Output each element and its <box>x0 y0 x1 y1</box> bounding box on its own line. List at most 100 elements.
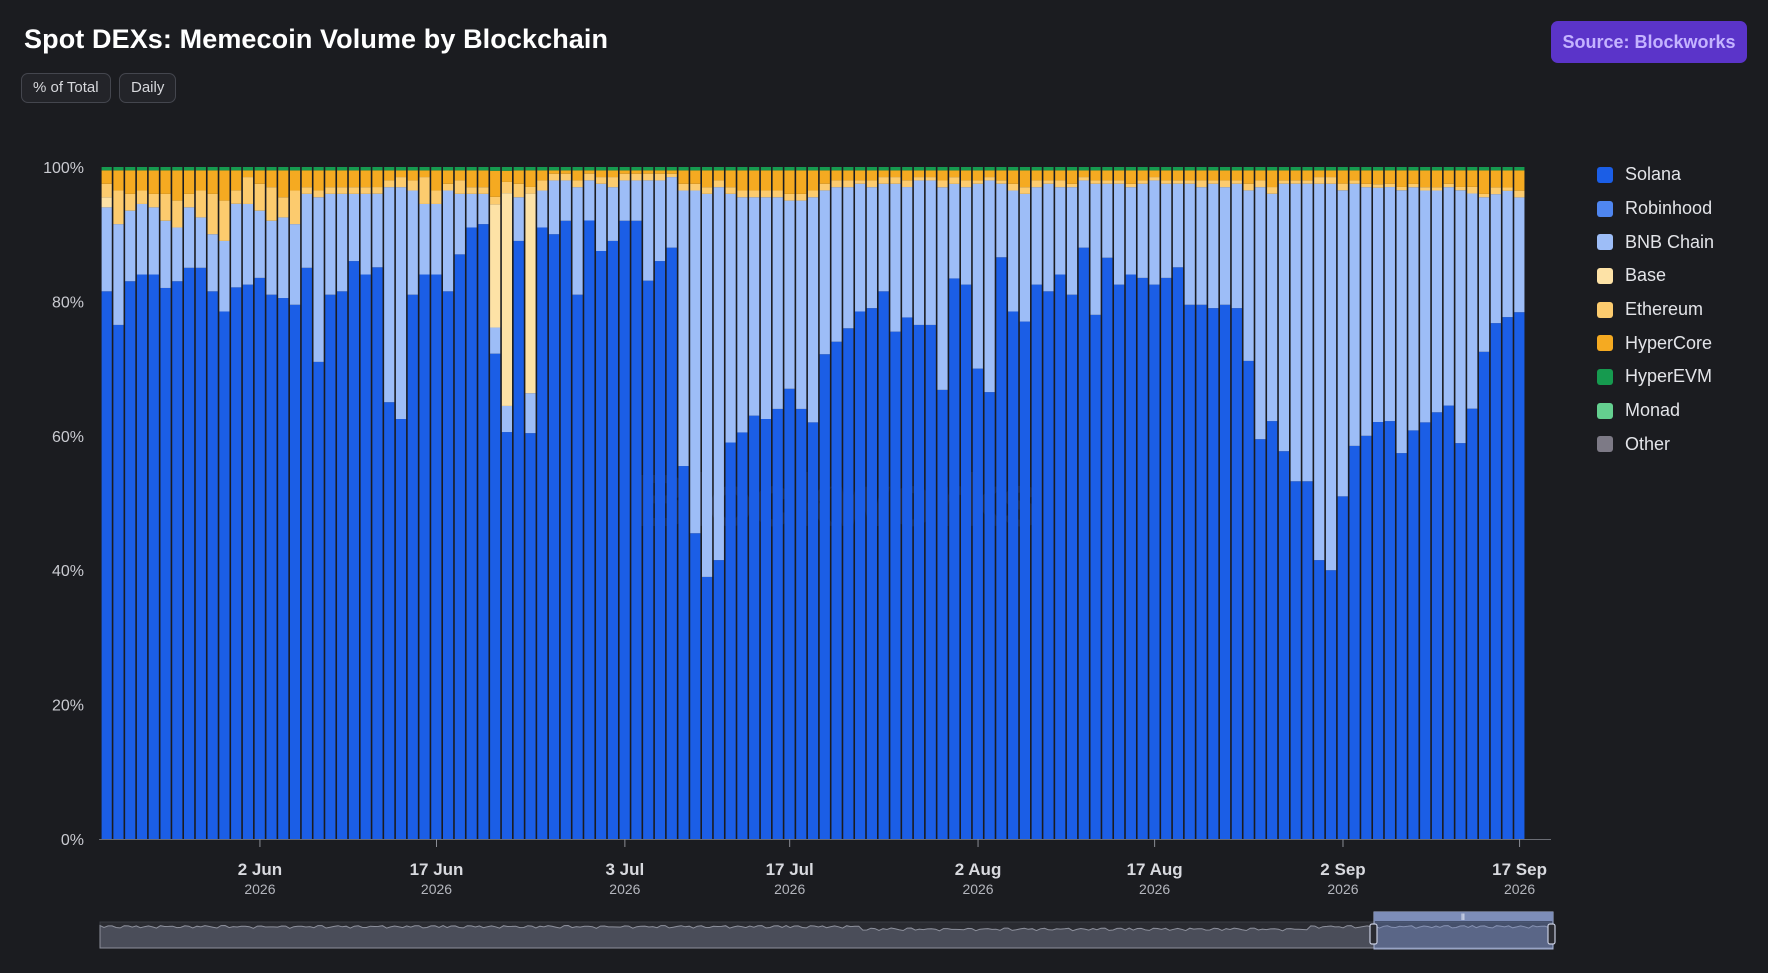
bar-segment-hyperevm[interactable] <box>1478 167 1490 171</box>
bar-segment-base[interactable] <box>501 193 513 406</box>
bar-segment-ethereum[interactable] <box>1031 180 1042 188</box>
bar-segment-solana[interactable] <box>537 227 548 840</box>
bar-segment-solana[interactable] <box>384 402 395 839</box>
bar-segment-ethereum[interactable] <box>242 177 254 204</box>
bar-segment-bnb-chain[interactable] <box>1219 187 1231 305</box>
bar-segment-solana[interactable] <box>1019 321 1031 839</box>
bar-segment-solana[interactable] <box>666 247 677 839</box>
bar-segment-bnb-chain[interactable] <box>690 190 701 534</box>
bar-segment-hypercore[interactable] <box>1467 170 1478 187</box>
bar-segment-ethereum[interactable] <box>1302 180 1313 184</box>
bar-segment-solana[interactable] <box>749 415 760 839</box>
bar-segment-bnb-chain[interactable] <box>348 193 359 262</box>
bar-segment-bnb-chain[interactable] <box>784 200 795 389</box>
bar-segment-hypercore[interactable] <box>1502 170 1513 188</box>
bar-segment-ethereum[interactable] <box>301 187 312 194</box>
bar-segment-bnb-chain[interactable] <box>360 193 371 275</box>
bar-segment-solana[interactable] <box>984 392 995 839</box>
bar-segment-bnb-chain[interactable] <box>1290 183 1301 482</box>
bar-segment-hypercore[interactable] <box>172 170 183 201</box>
bar-segment-hyperevm[interactable] <box>136 167 148 171</box>
bar-segment-ethereum[interactable] <box>360 187 371 194</box>
bar-segment-bnb-chain[interactable] <box>890 183 901 332</box>
bar-segment-hypercore[interactable] <box>160 170 171 194</box>
bar-segment-solana[interactable] <box>1267 421 1278 839</box>
bar-segment-ethereum[interactable] <box>596 177 607 184</box>
bar-segment-hyperevm[interactable] <box>631 167 642 171</box>
bar-segment-ethereum[interactable] <box>1055 180 1066 188</box>
bar-segment-bnb-chain[interactable] <box>1396 190 1407 454</box>
bar-segment-base[interactable] <box>525 193 536 394</box>
bar-segment-bnb-chain[interactable] <box>1302 183 1313 482</box>
bar-segment-hypercore[interactable] <box>454 170 465 181</box>
bar-segment-hypercore[interactable] <box>125 170 136 194</box>
bar-segment-hypercore[interactable] <box>407 170 418 181</box>
bar-segment-hypercore[interactable] <box>231 170 242 191</box>
bar-segment-ethereum[interactable] <box>1431 187 1443 191</box>
bar-segment-hypercore[interactable] <box>395 170 407 178</box>
bar-segment-hyperevm[interactable] <box>231 167 242 171</box>
bar-segment-bnb-chain[interactable] <box>384 187 395 403</box>
bar-segment-ethereum[interactable] <box>1008 183 1019 191</box>
bar-segment-hyperevm[interactable] <box>1302 167 1313 171</box>
bar-segment-ethereum[interactable] <box>560 173 571 181</box>
bar-segment-ethereum[interactable] <box>678 183 689 191</box>
bar-segment-hyperevm[interactable] <box>572 167 583 171</box>
bar-segment-hyperevm[interactable] <box>348 167 359 171</box>
bar-segment-bnb-chain[interactable] <box>960 187 972 285</box>
bar-segment-solana[interactable] <box>760 419 772 839</box>
bar-segment-hyperevm[interactable] <box>902 167 913 171</box>
bar-segment-ethereum[interactable] <box>395 177 407 188</box>
bar-segment-ethereum[interactable] <box>902 180 913 188</box>
bar-segment-hyperevm[interactable] <box>1384 167 1395 171</box>
bar-segment-hypercore[interactable] <box>1102 170 1113 181</box>
legend-item-solana[interactable]: Solana <box>1597 158 1714 192</box>
bar-segment-hypercore[interactable] <box>725 170 736 188</box>
bar-segment-solana[interactable] <box>1255 439 1266 839</box>
bar-segment-bnb-chain[interactable] <box>242 203 254 285</box>
bar-segment-ethereum[interactable] <box>1467 186 1478 194</box>
bar-segment-solana[interactable] <box>1408 430 1419 839</box>
bar-segment-hypercore[interactable] <box>1314 170 1325 178</box>
bar-segment-hypercore[interactable] <box>1125 170 1136 184</box>
bar-segment-bnb-chain[interactable] <box>207 234 218 292</box>
bar-segment-bnb-chain[interactable] <box>325 193 336 295</box>
bar-segment-hypercore[interactable] <box>807 170 819 191</box>
bar-segment-solana[interactable] <box>843 328 854 839</box>
bar-segment-solana[interactable] <box>1514 312 1525 839</box>
bar-segment-hyperevm[interactable] <box>407 167 418 171</box>
bar-segment-solana[interactable] <box>266 294 277 839</box>
bar-segment-solana[interactable] <box>1125 274 1136 839</box>
bar-segment-ethereum[interactable] <box>184 193 195 208</box>
bar-segment-solana[interactable] <box>596 251 607 839</box>
bar-segment-ethereum[interactable] <box>1443 183 1454 188</box>
bar-segment-solana[interactable] <box>713 560 724 839</box>
bar-segment-solana[interactable] <box>101 291 112 839</box>
bar-segment-ethereum[interactable] <box>737 190 748 198</box>
bar-segment-bnb-chain[interactable] <box>537 190 548 228</box>
bar-segment-hyperevm[interactable] <box>384 167 395 171</box>
bar-segment-hyperevm[interactable] <box>701 167 713 171</box>
bar-segment-hypercore[interactable] <box>301 170 312 188</box>
bar-segment-bnb-chain[interactable] <box>478 193 489 225</box>
bar-segment-hyperevm[interactable] <box>890 167 901 171</box>
bar-segment-solana[interactable] <box>796 408 807 839</box>
bar-segment-solana[interactable] <box>1090 314 1101 840</box>
bar-segment-hyperevm[interactable] <box>525 167 536 171</box>
bar-segment-ethereum[interactable] <box>1149 177 1160 181</box>
bar-segment-hyperevm[interactable] <box>619 167 630 171</box>
bar-segment-hypercore[interactable] <box>1267 170 1278 188</box>
bar-segment-hypercore[interactable] <box>1043 170 1054 181</box>
bar-segment-ethereum[interactable] <box>960 180 972 188</box>
bar-segment-hypercore[interactable] <box>1184 170 1195 181</box>
bar-segment-solana[interactable] <box>701 576 713 839</box>
bar-segment-hyperevm[interactable] <box>831 167 842 171</box>
percent-of-total-toggle[interactable]: % of Total <box>21 73 111 103</box>
bar-segment-hyperevm[interactable] <box>654 167 666 171</box>
bar-segment-ethereum[interactable] <box>654 173 666 181</box>
bar-segment-ethereum[interactable] <box>819 183 830 191</box>
bar-segment-hypercore[interactable] <box>631 170 642 174</box>
bar-segment-solana[interactable] <box>501 432 513 839</box>
bar-segment-hypercore[interactable] <box>513 170 524 184</box>
bar-segment-hyperevm[interactable] <box>819 167 830 171</box>
